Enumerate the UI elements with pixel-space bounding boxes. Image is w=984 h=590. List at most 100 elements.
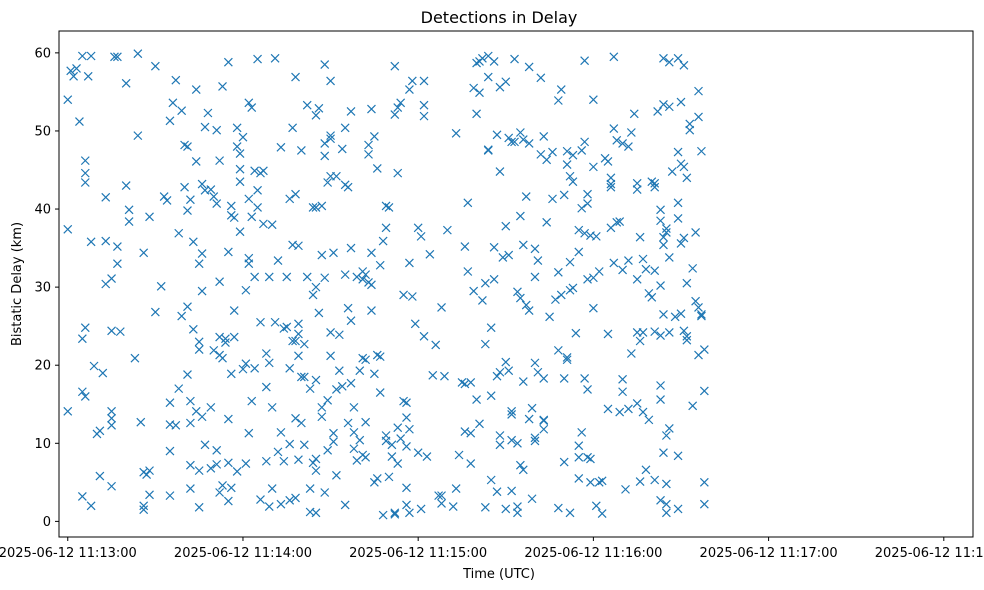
data-point (267, 484, 277, 494)
data-point (320, 488, 330, 497)
data-point (527, 403, 537, 413)
data-point (565, 171, 575, 181)
data-point (378, 510, 388, 520)
data-point (428, 370, 438, 380)
data-point (194, 337, 204, 347)
data-point (247, 212, 257, 222)
data-point (489, 274, 499, 284)
data-point (574, 247, 584, 257)
data-point (121, 181, 131, 191)
data-point (624, 142, 633, 151)
data-point (565, 257, 575, 267)
data-point (682, 173, 692, 183)
y-tick-label: 0 (43, 515, 51, 530)
data-point (393, 103, 403, 112)
data-point (346, 107, 356, 116)
data-point (673, 53, 683, 63)
data-point (606, 182, 616, 192)
data-point (562, 146, 572, 156)
data-point (556, 290, 566, 300)
data-point (253, 54, 262, 64)
data-point (521, 300, 531, 310)
data-point (697, 146, 706, 156)
data-point (396, 434, 406, 444)
data-point (256, 317, 265, 327)
x-tick-label: 2025-06-12 11:18:00 (875, 546, 984, 561)
data-point (419, 331, 429, 341)
data-point (361, 452, 371, 462)
y-tick-label: 10 (34, 437, 51, 452)
data-point (340, 270, 350, 280)
data-point (63, 224, 73, 234)
data-point (238, 132, 248, 142)
data-point (527, 494, 537, 504)
data-point (618, 139, 628, 148)
data-point (475, 419, 484, 429)
data-point (349, 444, 359, 454)
data-point (276, 142, 286, 152)
data-point (364, 149, 373, 159)
data-point (66, 66, 76, 76)
data-point (553, 503, 563, 513)
data-point (337, 144, 347, 154)
data-point (253, 185, 262, 195)
data-point (215, 488, 225, 497)
data-point (101, 192, 111, 202)
data-point (518, 135, 528, 144)
data-point (294, 241, 303, 251)
data-point (492, 487, 502, 497)
data-point (413, 448, 423, 458)
data-point (291, 72, 300, 82)
data-point (583, 384, 592, 394)
data-point (288, 123, 298, 133)
data-point (185, 484, 195, 494)
data-point (673, 504, 683, 514)
data-point (136, 417, 146, 427)
data-point (659, 240, 668, 250)
data-point (282, 272, 292, 282)
data-point (588, 95, 598, 105)
data-point (115, 327, 125, 337)
data-point (80, 178, 90, 187)
data-point (98, 368, 108, 378)
data-point (437, 303, 446, 312)
data-point (381, 201, 391, 211)
data-point (492, 130, 502, 140)
data-point (369, 477, 379, 487)
data-point (574, 474, 584, 483)
data-point (223, 458, 233, 468)
data-point (518, 465, 528, 475)
data-point (264, 358, 274, 368)
data-point (185, 195, 195, 205)
data-point (574, 225, 584, 235)
data-point (212, 199, 222, 208)
data-point (594, 477, 604, 487)
data-point (626, 349, 636, 358)
data-point (679, 233, 689, 243)
data-point (185, 396, 195, 406)
data-point (568, 283, 578, 293)
data-point (571, 328, 581, 338)
data-point (404, 508, 414, 518)
data-point (463, 267, 473, 276)
data-point (323, 178, 333, 187)
data-point (477, 53, 487, 63)
data-point (69, 71, 79, 81)
data-point (264, 502, 274, 511)
data-point (358, 353, 368, 363)
data-point (171, 75, 181, 85)
data-point (650, 182, 660, 192)
data-point (410, 319, 420, 329)
data-point (568, 150, 578, 160)
data-point (229, 306, 239, 315)
data-point (232, 123, 242, 133)
data-points (63, 49, 709, 520)
data-point (212, 125, 222, 135)
data-point (606, 173, 616, 183)
data-point (156, 281, 166, 291)
data-point (185, 418, 195, 428)
data-point (223, 414, 233, 424)
data-point (86, 51, 96, 61)
data-point (580, 228, 590, 238)
